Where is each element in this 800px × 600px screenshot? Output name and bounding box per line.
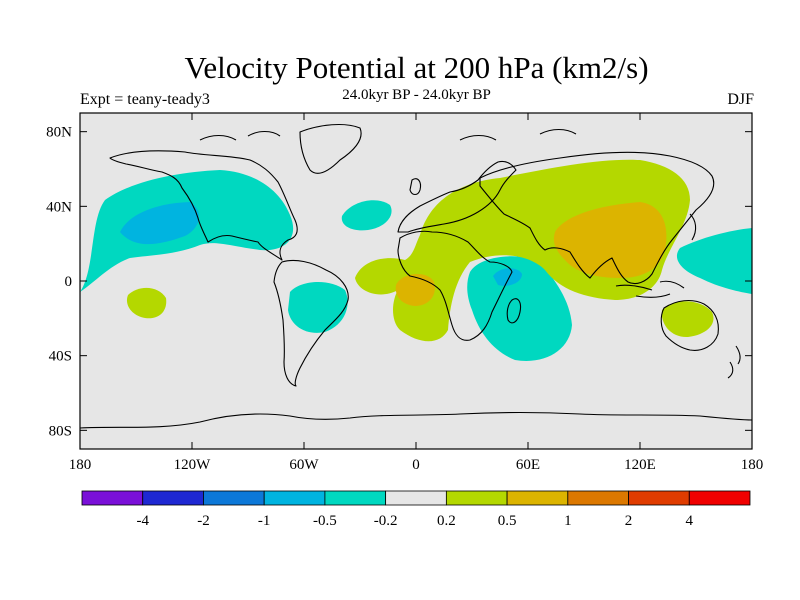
colorbar-label: -4 (136, 513, 149, 529)
lat-tick-label: 0 (65, 274, 73, 290)
contour-pacific-positive (126, 287, 167, 319)
colorbar-label: -2 (197, 513, 210, 529)
coastline-new-zealand (727, 345, 741, 379)
lon-tick-label: 180 (69, 457, 92, 473)
contour-eastern-hemisphere-positive (355, 159, 690, 342)
contour-indian-ocean-negative (467, 256, 572, 361)
coastline-antarctica (80, 411, 752, 429)
colorbar-swatch (81, 490, 144, 506)
colorbar-label: 2 (625, 513, 633, 529)
colorbar-swatch (688, 490, 751, 506)
colorbar-swatch (142, 490, 204, 506)
lon-tick-label: 120W (174, 457, 212, 473)
lon-tick-label: 60W (289, 457, 319, 473)
coastline-north-america (109, 150, 298, 261)
contour-north-pacific-core (120, 202, 200, 245)
contour-australia-positive (661, 301, 714, 338)
contour-south-america-negative (288, 281, 348, 333)
colorbar-swatch (567, 490, 629, 506)
colorbar-swatch (263, 490, 326, 506)
lat-tick-label: 80S (49, 423, 72, 439)
colorbar-swatch (203, 490, 265, 506)
coastline-australia (660, 299, 719, 351)
coastline-uk (409, 178, 422, 196)
colorbar-swatch (506, 490, 569, 506)
colorbar-label: 0.2 (437, 513, 456, 529)
coastlines (80, 123, 752, 429)
colorbar-swatch (628, 490, 690, 506)
contour-asia-core (553, 202, 667, 278)
coastline-asia (479, 151, 715, 285)
plot-subtitle: 24.0kyr BP - 24.0kyr BP (342, 87, 491, 103)
lon-tick-label: 180 (741, 457, 764, 473)
coastline-arctic-islands (199, 128, 577, 141)
lon-tick-label: 120E (624, 457, 656, 473)
lat-tick-label: 80N (46, 125, 72, 141)
colorbar: -4 -2 -1 -0.5 -0.2 0.2 0.5 1 2 4 (81, 490, 751, 529)
axis-ticks: 80N 40N 0 40S 80S 180 120W 60W 0 60E 120E 180 (46, 113, 763, 473)
coastline-europe (397, 160, 517, 233)
contour-indian-ocean-core (493, 268, 522, 286)
contour-fields (80, 159, 752, 361)
contour-south-atlantic-core (395, 274, 435, 306)
colorbar-label: -1 (258, 513, 271, 529)
lat-tick-label: 40S (49, 349, 72, 365)
contour-west-pacific-negative (676, 228, 752, 294)
colorbar-swatch (324, 490, 387, 506)
coastline-south-america (273, 259, 349, 387)
contour-atlantic-negative (341, 200, 392, 231)
plot-title: Velocity Potential at 200 hPa (km2/s) (184, 50, 649, 85)
colorbar-label: -0.5 (313, 513, 337, 529)
season-label: DJF (727, 91, 754, 108)
lat-tick-label: 40N (46, 199, 72, 215)
colorbar-swatch (385, 490, 447, 506)
coastline-madagascar (506, 298, 522, 324)
lon-tick-label: 0 (412, 457, 420, 473)
coastline-indonesia (615, 280, 685, 298)
colorbar-label: 0.5 (498, 513, 517, 529)
colorbar-label: 1 (564, 513, 572, 529)
lon-tick-label: 60E (516, 457, 540, 473)
coastline-greenland (299, 123, 362, 174)
colorbar-label: 4 (686, 513, 694, 529)
colorbar-swatch (445, 490, 508, 506)
colorbar-label: -0.2 (374, 513, 398, 529)
coastline-africa (397, 230, 513, 341)
coastline-japan (689, 213, 697, 241)
experiment-label: Expt = teany-teady3 (80, 91, 210, 108)
